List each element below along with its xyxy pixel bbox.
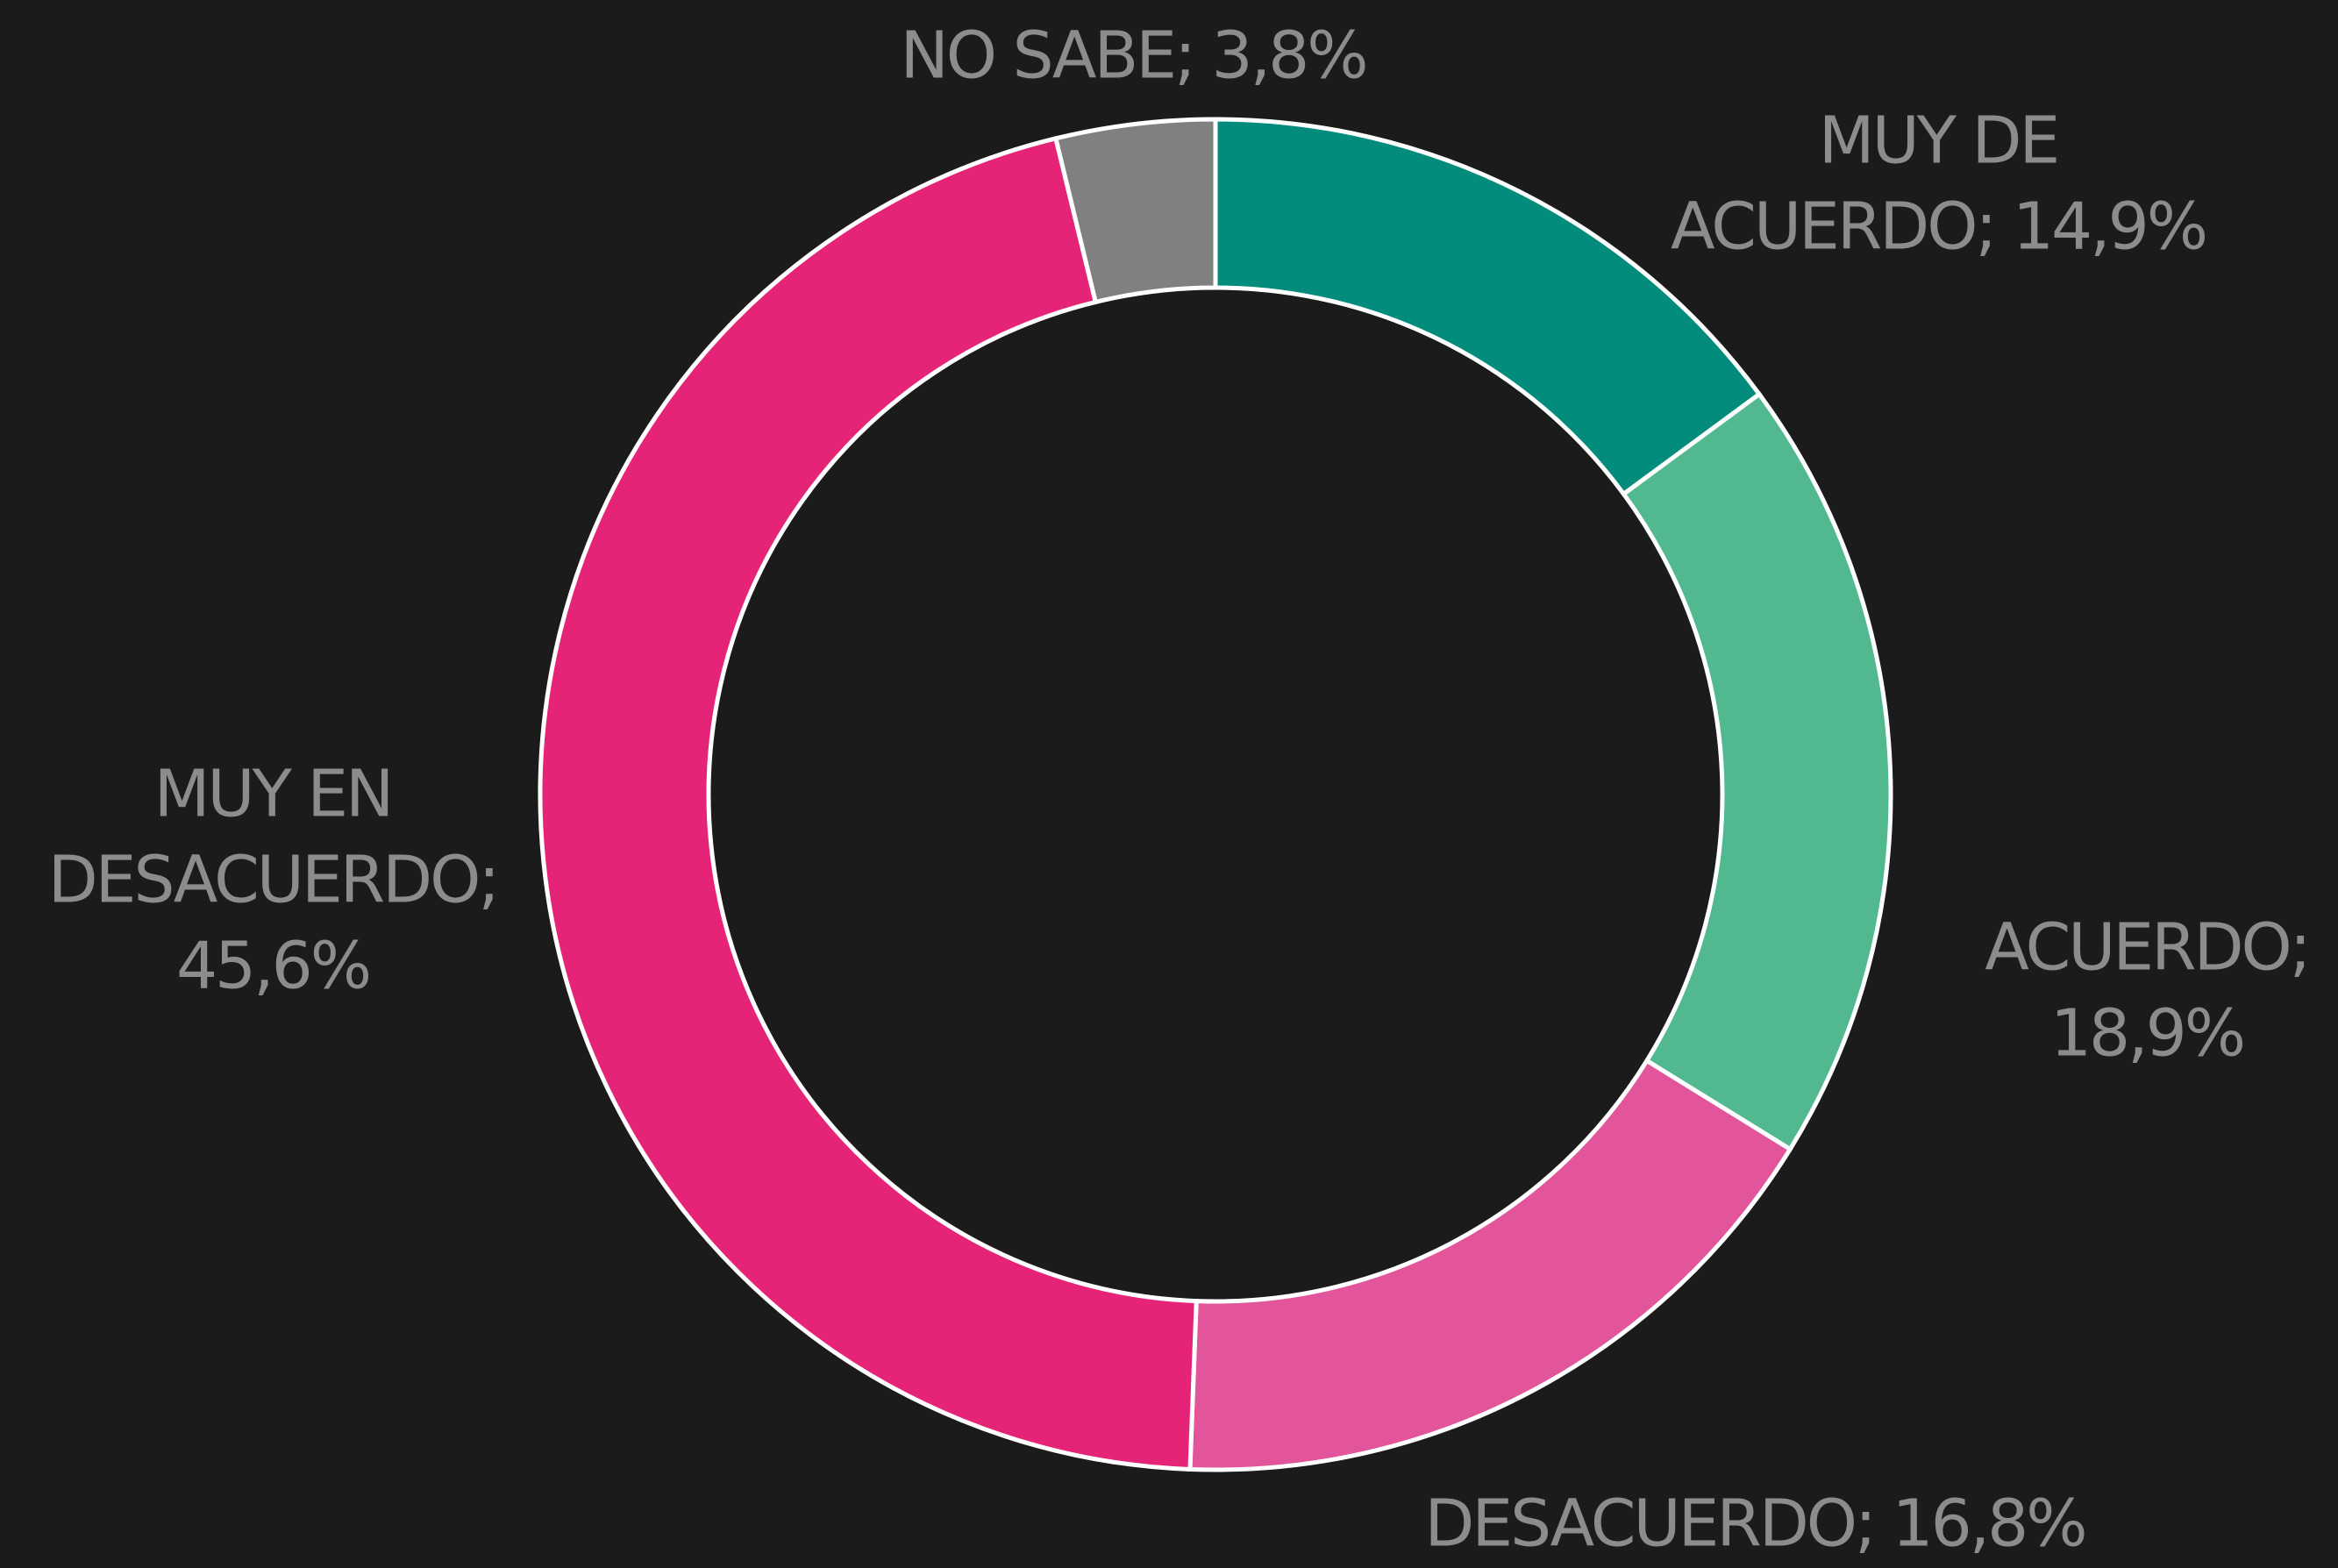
donut-segment	[1187, 1058, 1793, 1472]
donut-segment	[538, 135, 1199, 1472]
data-label: 45,6%	[176, 929, 369, 1004]
data-label: ACUERDO;	[1985, 910, 2309, 986]
data-label: 18,9%	[2050, 996, 2243, 1072]
donut-segment	[1052, 117, 1218, 305]
data-label: MUY EN	[154, 757, 392, 832]
data-label: DESACUERDO; 16,8%	[1424, 1486, 2085, 1562]
data-label: MUY DE	[1819, 103, 2057, 179]
data-label: DESACUERDO;	[48, 843, 498, 918]
data-label: ACUERDO; 14,9%	[1671, 189, 2206, 265]
donut-segment	[1620, 391, 1893, 1152]
data-label: NO SABE; 3,8%	[900, 18, 1365, 94]
